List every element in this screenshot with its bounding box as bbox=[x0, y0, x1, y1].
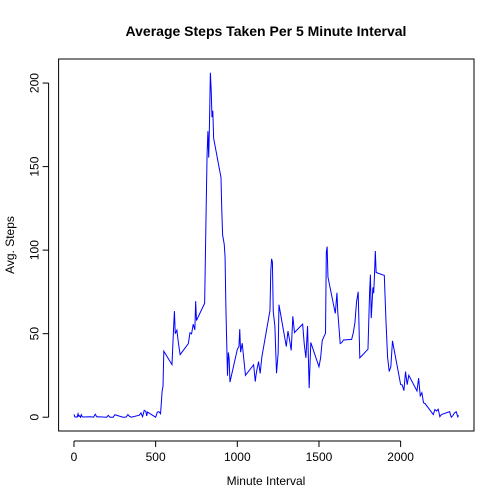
y-tick-label: 200 bbox=[28, 73, 42, 93]
y-tick-label: 0 bbox=[28, 414, 42, 421]
data-line bbox=[73, 72, 460, 419]
x-tick-label: 1500 bbox=[306, 450, 333, 464]
y-tick-label: 150 bbox=[28, 156, 42, 176]
x-tick-label: 1000 bbox=[224, 450, 251, 464]
x-tick-label: 0 bbox=[71, 450, 78, 464]
y-axis-label: Avg. Steps bbox=[3, 216, 17, 274]
x-axis-label: Minute Interval bbox=[227, 474, 306, 488]
x-tick-label: 500 bbox=[146, 450, 166, 464]
y-tick-label: 100 bbox=[28, 240, 42, 260]
y-tick-label: 50 bbox=[28, 327, 42, 341]
chart-title: Average Steps Taken Per 5 Minute Interva… bbox=[126, 23, 407, 39]
plot-box bbox=[58, 58, 475, 432]
x-tick-label: 2000 bbox=[387, 450, 414, 464]
